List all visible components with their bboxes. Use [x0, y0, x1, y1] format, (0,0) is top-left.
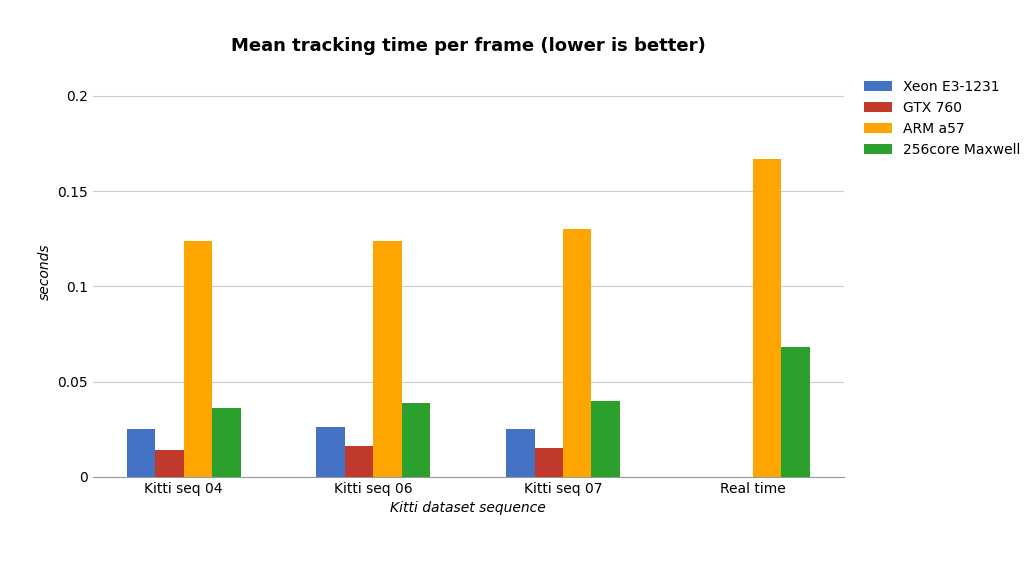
Bar: [317, 427, 345, 477]
Bar: [506, 429, 535, 477]
Bar: [155, 450, 183, 477]
Bar: [183, 241, 212, 477]
Bar: [374, 241, 401, 477]
Bar: [781, 347, 810, 477]
Bar: [535, 448, 563, 477]
Bar: [345, 447, 374, 477]
Y-axis label: seconds: seconds: [37, 244, 51, 300]
Bar: [592, 401, 619, 477]
Bar: [212, 408, 241, 477]
Legend: Xeon E3-1231, GTX 760, ARM a57, 256core Maxwell: Xeon E3-1231, GTX 760, ARM a57, 256core …: [858, 74, 1026, 162]
Bar: [753, 159, 781, 477]
Title: Mean tracking time per frame (lower is better): Mean tracking time per frame (lower is b…: [230, 36, 706, 54]
Bar: [127, 429, 155, 477]
Bar: [401, 403, 430, 477]
X-axis label: Kitti dataset sequence: Kitti dataset sequence: [390, 502, 546, 515]
Bar: [563, 229, 592, 477]
